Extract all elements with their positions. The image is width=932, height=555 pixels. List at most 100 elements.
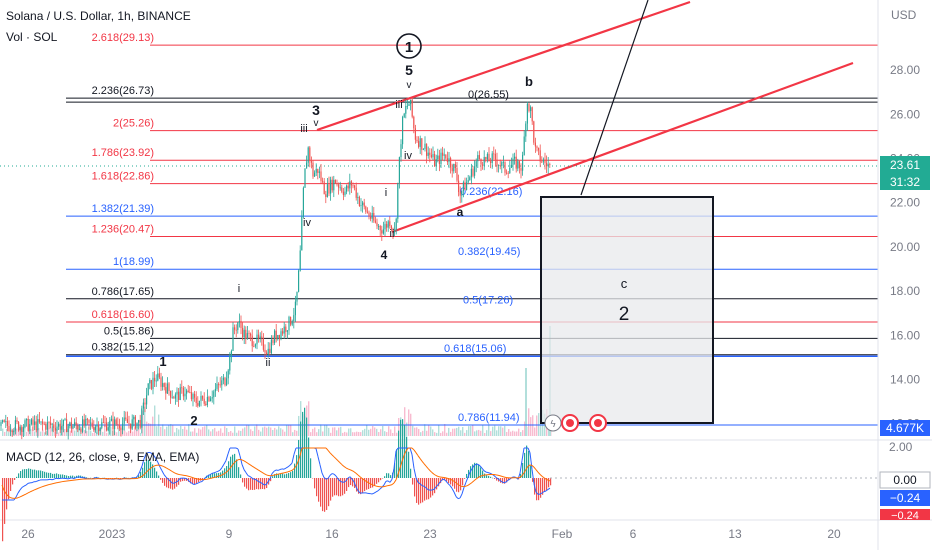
fib-levels[interactable]: 2.618(29.13)2.236(26.73)2(25.26)1.786(23… [66,32,878,425]
candle-body [466,182,467,190]
volume-bar [528,408,529,436]
macd-line-segment [242,464,244,469]
signal-line-segment [212,478,214,479]
candle-body [541,162,542,163]
candle-body [476,161,477,166]
wave-label: iv [404,150,412,162]
candle-body [468,180,469,182]
volume-bar [260,432,261,436]
macd-histogram-bar [4,478,5,524]
macd-line-segment [432,489,434,490]
signal-line-segment [426,466,428,468]
volume-bar [16,429,17,436]
candle-body [196,398,197,403]
currency-label[interactable]: USD [891,8,917,22]
candle-body [293,315,294,321]
candle-body [104,422,105,423]
volume-bar [268,427,269,436]
signal-line-segment [332,455,334,457]
macd-histogram-bar [34,470,35,478]
signal-line-segment [500,476,502,477]
volume-bar [508,429,509,436]
fib-extension-label: 0.618(16.60) [92,309,154,321]
candle-body [79,429,80,430]
fib-retracement-label: 0.382(19.45) [458,246,520,258]
candle-body [543,159,544,161]
candle-body [95,427,96,430]
signal-line-segment [534,467,536,469]
macd-histogram-bar [304,408,305,478]
wave-label: ii [266,357,271,369]
macd-line-segment [332,474,334,475]
price-axis[interactable]: 28.0026.0024.0022.0020.0018.0016.0014.00… [890,63,920,431]
signal-line-segment [336,459,338,461]
candle-body [228,371,229,379]
candle-body [232,327,233,351]
macd-histogram-bar [290,472,291,478]
candle-body [194,394,195,398]
macd-line-segment [80,477,82,478]
signal-line-segment [192,477,194,478]
volume-bar [258,430,259,436]
candle-body [431,155,432,157]
macd-line-segment [210,473,212,474]
candle-body [212,397,213,398]
candle-body [514,157,515,159]
signal-line-segment [46,485,48,486]
signal-line-segment [172,471,174,472]
volume-bar [348,429,349,436]
macd-histogram-bar [218,473,219,478]
macd-histogram-bar [380,478,381,480]
macd-line-segment [214,472,216,473]
candle-body [535,143,536,147]
macd-histogram-bar [400,420,401,478]
volume-bar [226,428,227,436]
volume-bar [378,432,379,436]
candle-body [314,173,315,177]
macd-line-segment [422,486,424,487]
trend-line[interactable] [581,0,648,195]
candle-body [215,389,216,392]
macd-histogram-bar [334,478,335,495]
candle-body [188,391,189,392]
volume-bar [262,427,263,436]
macd-histogram-bar [246,478,247,489]
candle-body [388,221,389,227]
signal-line-segment [330,453,332,455]
macd-histogram-bar [282,474,283,478]
macd-indicator-label[interactable]: MACD (12, 26, close, 9, EMA, EMA) [6,450,199,464]
candle-body [260,336,261,338]
symbol-title[interactable]: Solana / U.S. Dollar, 1h, BINANCE [6,9,191,23]
volume-bar [492,427,493,436]
volume-indicator-label[interactable]: Vol · SOL [6,30,58,44]
candle-body [346,186,347,192]
candle-body [55,428,56,431]
volume-bar [350,428,351,436]
candle-body [357,197,358,198]
signal-line-segment [250,465,252,466]
candle-body [471,169,472,177]
candle-body [60,424,61,430]
macd-line-segment [54,478,56,479]
volume-bar [444,424,445,436]
macd-line-segment [68,478,70,479]
candle-body [324,181,325,194]
channel-upper-line[interactable] [317,2,690,130]
macd-line-segment [316,449,318,457]
volume-bar [328,428,329,436]
volume-bar [482,425,483,436]
macd-line-segment [446,481,448,483]
macd-line-segment [460,494,462,498]
candle-body [434,154,435,166]
candle-body [412,100,413,117]
macd-line-segment [218,470,220,471]
macd-histogram-bar [278,474,279,478]
volume-bar [294,430,295,436]
candle-body [124,417,125,423]
volume-bar [376,429,377,436]
volume-bar [194,428,195,436]
candle-body [261,336,262,338]
